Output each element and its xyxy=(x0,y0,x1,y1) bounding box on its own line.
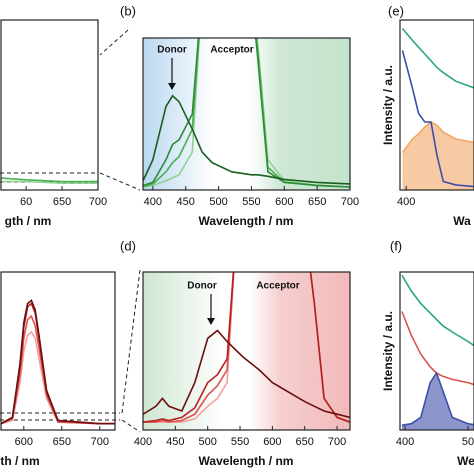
x-tick-label: 700 xyxy=(89,196,107,208)
plot xyxy=(143,272,350,423)
x-tick-label: 650 xyxy=(308,196,326,208)
y-axis-label: Intensity / a.u. xyxy=(381,65,395,145)
line xyxy=(1,302,115,425)
plot xyxy=(401,27,474,190)
line xyxy=(1,314,115,425)
annotation: Acceptor xyxy=(256,281,299,292)
annotation: Donor xyxy=(157,45,187,56)
annotation: Donor xyxy=(187,281,217,292)
x-tick-label: 550 xyxy=(231,436,249,448)
plot-frame xyxy=(0,19,99,191)
line xyxy=(401,50,474,188)
x-axis-label: gth / nm xyxy=(5,214,52,228)
x-tick-label: 500 xyxy=(209,196,227,208)
line xyxy=(143,38,350,188)
x-tick-label: 700 xyxy=(341,196,359,208)
x-tick-label: 400 xyxy=(396,436,414,448)
arrow-head xyxy=(207,318,215,325)
line xyxy=(401,371,474,427)
x-tick-label: 600 xyxy=(275,196,293,208)
panel-label: (b) xyxy=(120,3,136,18)
plot-frame xyxy=(399,19,474,191)
line xyxy=(143,272,350,423)
x-tick-label: 600 xyxy=(263,436,281,448)
line xyxy=(143,38,350,188)
plot xyxy=(1,299,115,425)
panel-label: (f) xyxy=(390,238,402,253)
x-axis-label: Wavelength / nm xyxy=(199,454,294,468)
x-tick-label: 450 xyxy=(166,436,184,448)
shading xyxy=(143,38,350,430)
x-axis-label: Wa xyxy=(453,214,471,228)
x-tick-label: 650 xyxy=(53,436,71,448)
x-tick-label: 450 xyxy=(177,196,195,208)
x-axis-label: Wavelength / nm xyxy=(199,214,294,228)
plot xyxy=(143,38,350,188)
x-axis-label: th / nm xyxy=(0,454,39,468)
x-tick-label: 50 xyxy=(462,436,474,448)
plot-frame xyxy=(0,271,116,431)
line xyxy=(401,311,474,386)
x-axis-label: We xyxy=(457,454,474,468)
line xyxy=(1,299,115,425)
x-tick-label: 650 xyxy=(296,436,314,448)
x-tick-label: 700 xyxy=(328,436,346,448)
plot xyxy=(1,177,98,184)
x-tick-label: 600 xyxy=(15,436,33,448)
area xyxy=(402,122,474,190)
plot-frame xyxy=(142,37,351,191)
panel-label: (d) xyxy=(120,238,136,253)
panel-label: (e) xyxy=(388,3,404,18)
x-tick-label: 400 xyxy=(144,196,162,208)
line xyxy=(143,94,350,185)
line xyxy=(1,177,98,183)
arrow-head xyxy=(168,83,176,90)
x-tick-label: 550 xyxy=(242,196,260,208)
x-tick-label: 60 xyxy=(20,196,32,208)
annotation: Acceptor xyxy=(210,45,253,56)
plot-frame xyxy=(399,271,474,431)
x-tick-label: 400 xyxy=(134,436,152,448)
x-tick-label: 400 xyxy=(397,196,415,208)
x-tick-label: 500 xyxy=(199,436,217,448)
line xyxy=(143,329,350,419)
plot-frame xyxy=(142,271,351,431)
y-axis-label: Intensity / a.u. xyxy=(381,311,395,391)
x-tick-label: 700 xyxy=(91,436,109,448)
line xyxy=(401,27,474,89)
line xyxy=(1,180,98,184)
plot xyxy=(401,274,474,430)
area xyxy=(401,373,474,430)
x-tick-label: 650 xyxy=(53,196,71,208)
line xyxy=(401,274,474,347)
